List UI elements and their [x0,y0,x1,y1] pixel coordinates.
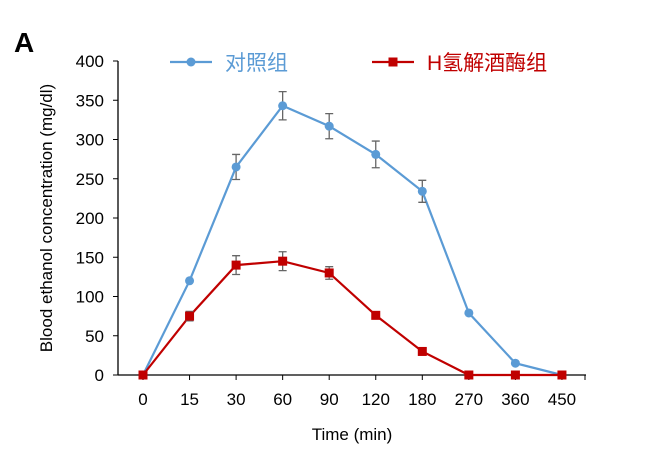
data-point [185,276,195,286]
y-tick-label: 100 [76,288,104,307]
x-tick-label: 0 [138,390,147,409]
y-tick-label: 150 [76,248,104,267]
data-point [510,370,520,380]
x-tick-label: 360 [501,390,529,409]
y-tick-label: 0 [95,366,104,385]
x-tick-label: 15 [180,390,199,409]
x-tick-label: 120 [362,390,390,409]
y-tick-label: 250 [76,170,104,189]
legend-marker [186,57,196,67]
data-point [278,256,288,266]
data-point [278,101,288,111]
series-1 [138,251,567,380]
panel-label: A [14,27,34,58]
y-tick-label: 350 [76,91,104,110]
x-tick-label: 90 [320,390,339,409]
y-tick-label: 300 [76,131,104,150]
x-axis-label: Time (min) [312,425,393,444]
data-point [464,370,474,380]
y-axis-label: Blood ethanol concentration (mg/dl) [37,84,56,352]
y-tick-label: 400 [76,52,104,71]
x-tick-label: 30 [227,390,246,409]
data-point [417,346,427,356]
series-line [142,260,562,377]
x-tick-label: 450 [548,390,576,409]
legend-label: 对照组 [225,52,288,75]
x-tick-label: 270 [455,390,483,409]
data-point [231,162,241,172]
data-point [324,121,334,131]
x-tick-label: 60 [273,390,292,409]
x-tick-label: 180 [408,390,436,409]
series-line [142,104,563,377]
data-point [185,311,195,321]
data-point [557,370,567,380]
data-point [510,358,520,368]
data-point [464,308,474,318]
y-tick-label: 200 [76,209,104,228]
series-0 [138,90,567,380]
data-point [417,186,427,196]
data-point [324,268,334,278]
legend-label: H氢解酒酶组 [427,52,547,75]
y-tick-label: 50 [85,327,104,346]
data-point [138,370,148,380]
data-point [231,260,241,270]
legend-marker [388,57,398,67]
data-point [371,149,381,159]
data-point [371,310,381,320]
